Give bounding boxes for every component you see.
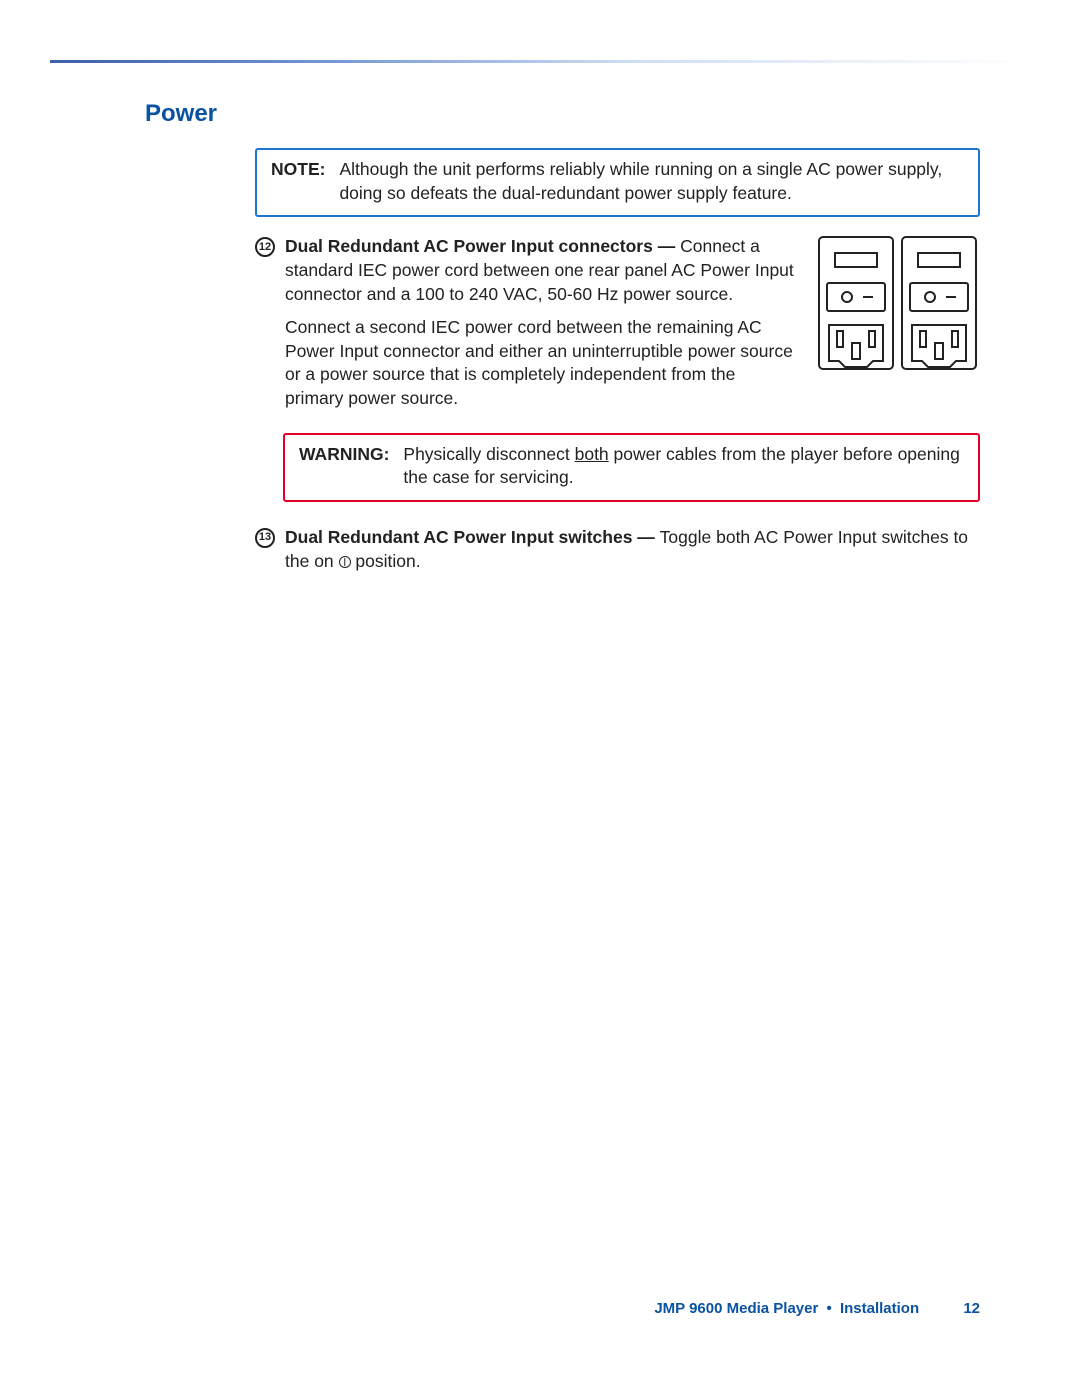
- item-13: 13 Dual Redundant AC Power Input switche…: [255, 526, 980, 573]
- note-label: NOTE:: [271, 158, 325, 205]
- on-position-icon: [339, 556, 351, 568]
- warning-text-before: Physically disconnect: [403, 444, 574, 464]
- section-title: Power: [145, 100, 980, 128]
- warning-label: WARNING:: [299, 443, 389, 490]
- warning-callout: WARNING: Physically disconnect both powe…: [283, 433, 980, 502]
- item-12: 12 Dual Redundant AC Power Input connect…: [255, 235, 980, 410]
- badge-13-number: 13: [255, 528, 275, 548]
- page-footer: JMP 9600 Media Player • Installation 12: [654, 1300, 980, 1317]
- badge-13: 13: [255, 528, 275, 573]
- badge-12: 12: [255, 237, 275, 410]
- item-12-heading: Dual Redundant AC Power Input connectors…: [285, 236, 675, 256]
- footer-title: JMP 9600 Media Player: [654, 1300, 818, 1317]
- item-13-para: Dual Redundant AC Power Input switches —…: [285, 526, 980, 573]
- footer-bullet: •: [827, 1300, 832, 1317]
- item-13-text-after: position.: [351, 551, 421, 571]
- note-callout: NOTE: Although the unit performs reliabl…: [255, 148, 980, 217]
- note-text: Although the unit performs reliably whil…: [339, 158, 964, 205]
- item-13-heading: Dual Redundant AC Power Input switches —: [285, 527, 660, 547]
- page-content: Power NOTE: Although the unit performs r…: [0, 100, 1080, 573]
- badge-12-number: 12: [255, 237, 275, 257]
- top-rule: [50, 60, 1030, 63]
- footer-section: Installation: [840, 1300, 919, 1317]
- warning-underlined: both: [575, 444, 609, 464]
- item-12-para2: Connect a second IEC power cord between …: [285, 316, 797, 411]
- item-12-para1: Dual Redundant AC Power Input connectors…: [285, 235, 797, 306]
- warning-text: Physically disconnect both power cables …: [403, 443, 964, 490]
- footer-page-number: 12: [963, 1300, 980, 1317]
- power-connector-figure: [815, 233, 980, 410]
